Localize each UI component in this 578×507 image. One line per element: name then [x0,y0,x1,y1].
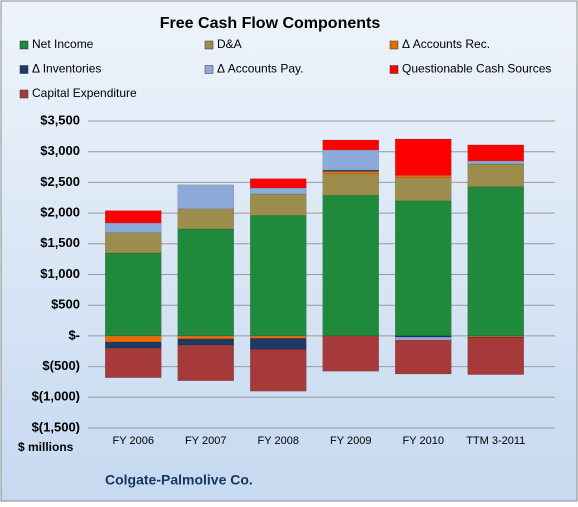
x-tick-label: FY 2010 [403,435,444,447]
legend-label: Δ Accounts Rec. [402,37,490,51]
bar-segment [322,139,379,151]
legend-swatch [389,40,399,50]
bar-segment [250,178,307,189]
bar-segment [395,177,452,202]
bar-segment [395,339,452,375]
bar-segment [322,195,379,337]
legend-swatch [19,40,29,50]
bar-segment [177,228,234,337]
y-tick-label: $1,500 [40,235,80,250]
y-tick-label: $3,000 [40,143,80,158]
legend-swatch [204,40,214,50]
bar-segment [250,349,307,392]
bar-segment [467,160,524,165]
bar-segment [467,163,524,187]
y-tick-label: $(1,500) [32,419,80,434]
y-tick-label: $3,500 [40,112,80,127]
bar-segment [177,184,234,210]
bar-segment [105,341,162,349]
x-tick-label: FY 2007 [185,435,226,447]
bar-segment [395,138,452,176]
bar-segment [177,208,234,230]
chart-title: Free Cash Flow Components [160,15,381,32]
bar-segment [177,344,234,381]
legend-label: Δ Accounts Pay. [217,62,304,76]
bar-segment [105,252,162,337]
bar-segment [105,232,162,254]
bar-segment [250,187,307,195]
legend-swatch [19,89,29,99]
bar-segment [467,186,524,337]
y-tick-label: $- [68,327,80,342]
bar-segment [395,175,452,178]
legend-swatch [389,65,399,74]
bar-segment [105,335,162,343]
legend-label: Questionable Cash Sources [402,62,551,76]
bar-segment [250,338,307,350]
y-axis-label: $ millions [18,440,74,454]
bar-segment [177,335,234,340]
legend-swatch [19,65,29,74]
bar-segment [322,335,379,372]
legend-swatch [204,65,214,74]
bar-segment [467,337,524,375]
y-tick-label: $1,000 [40,266,80,281]
legend-label: D&A [217,37,242,51]
bar-segment [250,215,307,337]
bar-segment [322,149,379,171]
x-tick-label: FY 2008 [258,435,299,447]
y-tick-label: $2,000 [40,205,80,220]
bar-segment [105,222,162,233]
bar-segment [395,200,452,337]
bar-segment [105,347,162,378]
x-tick-label: FY 2006 [113,435,154,447]
y-tick-label: $500 [51,297,80,312]
y-tick-label: $(500) [42,358,80,373]
legend-label: Net Income [32,37,94,51]
bar-segment [467,144,524,162]
x-tick-label: TTM 3-2011 [466,435,525,447]
bar-segment [250,335,307,339]
bar-segment [322,173,379,196]
x-tick-label: FY 2009 [330,435,371,447]
y-tick-label: $2,500 [40,174,80,189]
bar-segment [177,338,234,346]
legend-label: Capital Expenditure [32,86,137,100]
bar-segment [322,171,379,175]
y-tick-label: $(1,000) [32,389,80,404]
bar-segment [395,336,452,341]
footnote: Colgate-Palmolive Co. [105,472,253,488]
bar-segment [250,193,307,216]
legend-label: Δ Inventories [32,62,101,76]
bar-segment [105,210,162,224]
